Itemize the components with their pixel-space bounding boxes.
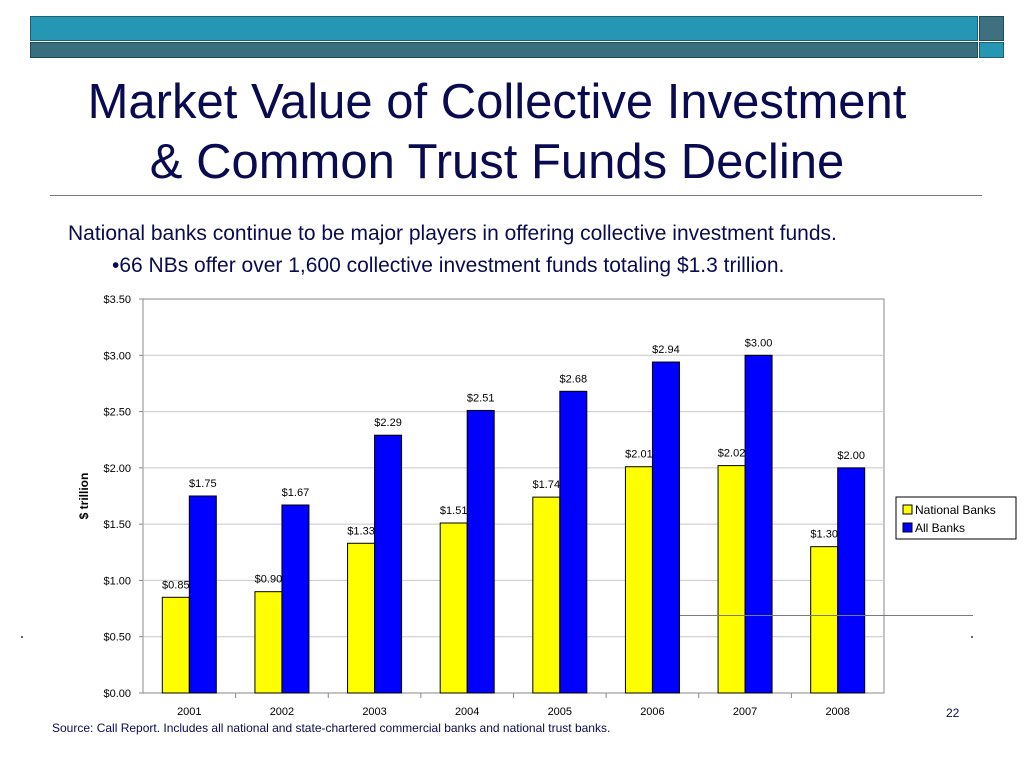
header-band-bottom [30, 42, 978, 58]
y-tick-label: $0.00 [103, 688, 131, 700]
data-label-all-banks: $1.75 [189, 478, 217, 490]
bar-all-banks [651, 361, 680, 694]
bar-national-banks [810, 546, 839, 694]
bar-national-banks [624, 466, 653, 694]
x-tick-label: 2008 [825, 706, 849, 718]
legend-swatch [902, 504, 913, 515]
bar-national-banks [347, 542, 376, 694]
data-label-national-banks: $0.90 [255, 574, 283, 586]
data-label-national-banks: $2.01 [625, 449, 653, 461]
data-label-all-banks: $2.94 [652, 344, 680, 356]
x-tick-label: 2001 [177, 706, 201, 718]
decorative-dot-right [971, 636, 973, 638]
data-label-national-banks: $1.30 [810, 529, 838, 541]
bar-all-banks [466, 409, 495, 694]
subtitle-line-2: •66 NBs offer over 1,600 collective inve… [112, 254, 785, 277]
page-number: 22 [946, 706, 960, 720]
data-label-all-banks: $2.29 [374, 417, 402, 429]
x-tick-label: 2002 [270, 706, 294, 718]
data-label-national-banks: $1.51 [440, 505, 468, 517]
y-tick-label: $1.50 [103, 519, 131, 531]
source-note: Source: Call Report. Includes all nation… [52, 721, 611, 735]
y-tick-label: $1.00 [103, 575, 131, 587]
bar-national-banks [532, 496, 561, 694]
y-axis-label: $ trillion [77, 473, 91, 520]
legend-entry: All Banks [915, 521, 965, 535]
y-tick-label: $2.00 [103, 463, 131, 475]
header-band-top [30, 16, 978, 41]
header-square-bottom [979, 42, 1004, 58]
legend-swatch [902, 522, 913, 533]
bar-all-banks [744, 354, 773, 694]
x-tick-label: 2005 [548, 706, 572, 718]
legend-entry: National Banks [915, 503, 996, 517]
y-tick-label: $2.50 [103, 407, 131, 419]
bar-national-banks [161, 596, 190, 694]
slide-title: Market Value of Collective Investment & … [0, 72, 994, 192]
data-label-all-banks: $2.51 [467, 392, 495, 404]
title-line-1: Market Value of Collective Investment [87, 75, 907, 129]
legend-box [895, 496, 1017, 540]
data-label-all-banks: $3.00 [745, 337, 773, 349]
x-tick-label: 2003 [362, 706, 386, 718]
bar-all-banks [281, 504, 310, 694]
bar-all-banks [559, 390, 588, 694]
bar-all-banks [837, 467, 866, 694]
data-label-national-banks: $1.74 [533, 479, 561, 491]
title-line-2: & Common Trust Funds Decline [149, 135, 845, 189]
data-label-all-banks: $2.00 [837, 450, 865, 462]
bar-national-banks [254, 591, 283, 694]
y-tick-label: $0.50 [103, 632, 131, 644]
decorative-line [680, 615, 973, 616]
data-label-all-banks: $1.67 [282, 487, 310, 499]
x-tick-label: 2004 [455, 706, 479, 718]
bar-all-banks [188, 495, 217, 694]
title-divider [50, 195, 982, 196]
data-label-national-banks: $1.33 [347, 525, 375, 537]
y-tick-label: $3.00 [103, 350, 131, 362]
header-square-top [979, 16, 1004, 41]
bar-national-banks [717, 465, 746, 694]
decorative-dot-left [21, 636, 23, 638]
bar-national-banks [439, 522, 468, 694]
x-tick-label: 2007 [733, 706, 757, 718]
x-tick-label: 2006 [640, 706, 664, 718]
y-tick-label: $3.50 [103, 294, 131, 306]
plot-area [142, 298, 885, 694]
data-label-national-banks: $2.02 [718, 448, 746, 460]
data-label-all-banks: $2.68 [560, 373, 588, 385]
data-label-national-banks: $0.85 [162, 579, 190, 591]
subtitle-line-1: National banks continue to be major play… [68, 222, 837, 245]
bar-all-banks [374, 434, 403, 694]
